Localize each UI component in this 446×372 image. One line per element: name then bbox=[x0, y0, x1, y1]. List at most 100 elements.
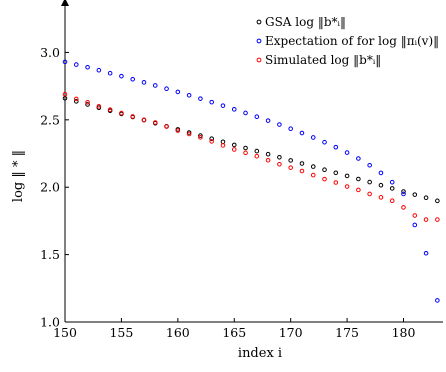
data-point bbox=[277, 122, 282, 127]
legend-marker bbox=[256, 38, 262, 44]
data-point bbox=[288, 126, 293, 132]
data-point bbox=[401, 189, 406, 194]
data-point bbox=[209, 99, 214, 105]
data-point bbox=[288, 158, 293, 163]
data-point bbox=[62, 91, 68, 97]
data-point bbox=[344, 150, 350, 155]
data-point bbox=[85, 102, 90, 107]
data-point bbox=[288, 165, 293, 170]
legend-label: Simulated log ‖b*ᵢ‖ bbox=[265, 53, 381, 67]
data-point bbox=[367, 191, 372, 197]
data-point bbox=[423, 195, 429, 201]
data-point bbox=[333, 170, 339, 176]
data-point bbox=[310, 172, 316, 178]
data-point bbox=[299, 130, 305, 136]
data-point bbox=[378, 182, 384, 188]
data-point bbox=[412, 213, 418, 218]
data-point bbox=[152, 83, 158, 88]
data-point bbox=[243, 145, 248, 151]
data-point bbox=[220, 139, 226, 145]
data-point bbox=[412, 222, 418, 228]
data-point bbox=[152, 120, 158, 125]
data-point bbox=[265, 118, 271, 123]
x-axis: 150 155 160 165 170 175 180 bbox=[53, 318, 443, 340]
y-tick-label: 2.5 bbox=[40, 112, 60, 127]
data-point bbox=[344, 173, 350, 179]
data-point bbox=[107, 107, 113, 113]
data-point bbox=[96, 104, 102, 109]
x-tick-label: 155 bbox=[109, 325, 133, 340]
y-tick-label: 1.0 bbox=[40, 315, 60, 330]
data-point bbox=[299, 168, 305, 174]
data-point bbox=[130, 76, 136, 82]
data-point bbox=[333, 180, 339, 185]
data-point bbox=[356, 187, 361, 193]
data-point bbox=[198, 96, 203, 101]
data-point bbox=[322, 167, 327, 172]
data-point bbox=[119, 73, 124, 79]
series-layer bbox=[62, 59, 440, 303]
data-point bbox=[254, 153, 260, 159]
data-point bbox=[164, 124, 169, 129]
data-point bbox=[378, 195, 384, 200]
data-point bbox=[435, 217, 440, 222]
data-point bbox=[435, 198, 440, 204]
data-point bbox=[231, 107, 237, 112]
data-point bbox=[175, 128, 181, 133]
legend-marker bbox=[256, 19, 262, 25]
legend-label: GSA log ‖b*ᵢ‖ bbox=[265, 15, 346, 29]
data-point bbox=[389, 186, 395, 191]
data-point bbox=[423, 217, 429, 222]
data-point bbox=[209, 139, 214, 144]
data-point bbox=[85, 64, 90, 70]
data-point bbox=[356, 176, 361, 182]
data-point bbox=[310, 135, 316, 140]
data-point bbox=[164, 86, 169, 91]
data-point bbox=[186, 131, 192, 137]
data-point bbox=[367, 162, 372, 168]
data-point bbox=[62, 59, 68, 65]
y-tick-label: 3.0 bbox=[40, 45, 60, 60]
data-point bbox=[220, 103, 226, 108]
data-point bbox=[130, 114, 136, 119]
x-axis-title: index i bbox=[238, 346, 282, 361]
data-point bbox=[322, 139, 327, 145]
data-point bbox=[367, 179, 372, 185]
x-tick-label: 175 bbox=[335, 325, 359, 340]
legend: GSA log ‖b*ᵢ‖ Expectation of for log ‖πᵢ(… bbox=[256, 15, 439, 67]
data-point bbox=[231, 142, 237, 148]
data-point bbox=[73, 96, 79, 102]
data-point bbox=[389, 179, 395, 185]
data-point bbox=[198, 133, 203, 138]
data-point bbox=[243, 110, 248, 116]
data-point bbox=[344, 184, 350, 189]
data-point bbox=[299, 161, 305, 166]
y-axis: 1.0 1.5 2.0 2.5 3.0 bbox=[40, 0, 69, 330]
data-point bbox=[186, 130, 192, 135]
data-point bbox=[333, 144, 339, 150]
data-point bbox=[231, 147, 237, 152]
data-point bbox=[435, 298, 440, 303]
data-point bbox=[209, 136, 214, 141]
data-point bbox=[73, 99, 79, 104]
data-point bbox=[141, 80, 147, 85]
data-point bbox=[265, 157, 271, 163]
y-tick-label: 1.5 bbox=[40, 247, 60, 262]
data-point bbox=[277, 162, 282, 167]
data-point bbox=[119, 110, 124, 116]
data-point bbox=[198, 135, 203, 140]
data-point bbox=[254, 114, 260, 120]
legend-label: Expectation of for log ‖πᵢ(v)‖ bbox=[265, 34, 439, 48]
data-point bbox=[401, 191, 406, 197]
data-point bbox=[175, 89, 181, 95]
x-tick-label: 150 bbox=[53, 325, 77, 340]
data-point bbox=[141, 117, 147, 123]
data-point bbox=[401, 205, 406, 210]
x-tick-label: 165 bbox=[222, 325, 246, 340]
data-point bbox=[423, 250, 429, 256]
data-point bbox=[85, 100, 90, 105]
data-point bbox=[96, 67, 102, 73]
data-point bbox=[277, 154, 282, 160]
x-tick-label: 160 bbox=[166, 325, 190, 340]
